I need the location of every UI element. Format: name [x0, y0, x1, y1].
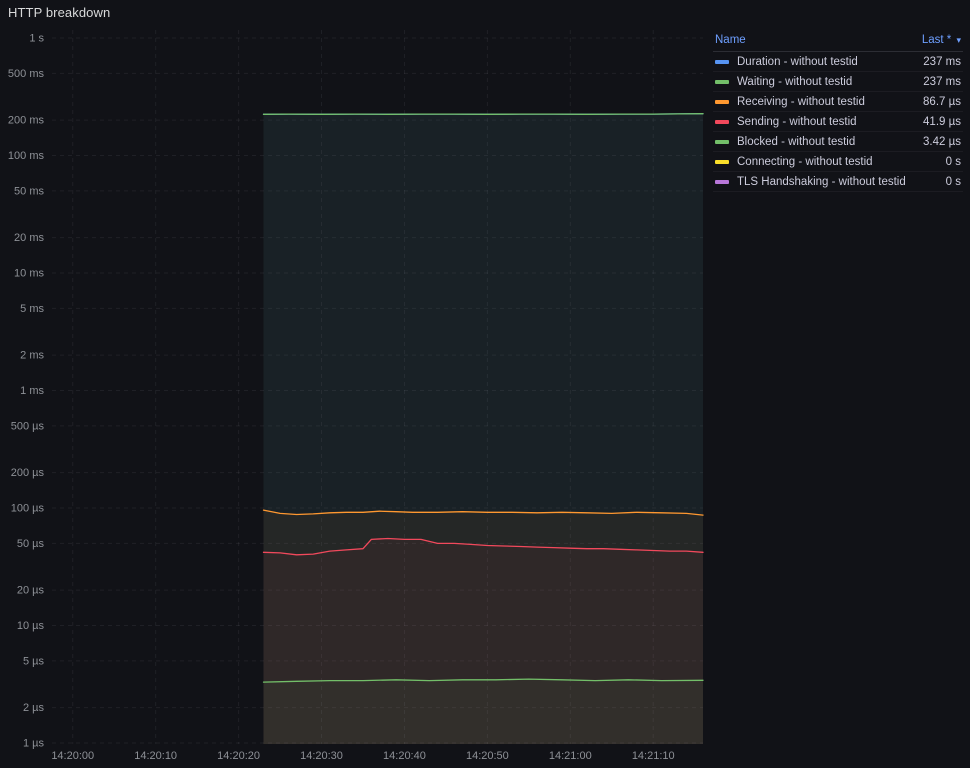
series-color-swatch	[715, 59, 729, 64]
y-axis-tick-label: 500 ms	[8, 68, 45, 80]
legend-series-toggle[interactable]: Connecting - without testid	[715, 156, 873, 168]
legend-row[interactable]: Connecting - without testid 0 s	[713, 152, 963, 172]
y-axis-tick-label: 10 ms	[14, 268, 44, 280]
legend-series-toggle[interactable]: Sending - without testid	[715, 116, 857, 128]
series-fill-area	[263, 113, 703, 744]
legend-last-value: 0 s	[945, 155, 961, 168]
y-axis-tick-label: 100 µs	[11, 503, 45, 515]
y-axis-tick-label: 2 ms	[20, 350, 44, 362]
series-fill-area	[263, 113, 703, 744]
legend-series-name[interactable]: Sending - without testid	[737, 115, 857, 128]
x-axis-tick-label: 14:20:10	[134, 750, 177, 762]
series-line	[262, 509, 704, 516]
legend-sort-by-name[interactable]: Name	[715, 34, 746, 46]
legend-last-value: 86.7 µs	[923, 95, 961, 108]
legend-sort-by-last[interactable]: Last * ▾	[922, 34, 961, 46]
x-axis-tick-label: 14:21:10	[632, 750, 675, 762]
legend-series-name[interactable]: Duration - without testid	[737, 55, 858, 68]
x-axis-tick-label: 14:20:20	[217, 750, 260, 762]
x-axis-tick-label: 14:20:50	[466, 750, 509, 762]
legend-series-name[interactable]: Blocked - without testid	[737, 135, 856, 148]
y-axis-tick-label: 10 µs	[17, 620, 45, 632]
y-axis-tick-label: 1 µs	[23, 738, 45, 750]
legend-last-value: 237 ms	[923, 75, 961, 88]
legend-header: Name Last * ▾	[713, 32, 963, 52]
legend-series-name[interactable]: Connecting - without testid	[737, 155, 873, 168]
series-color-swatch	[715, 119, 729, 124]
legend-series-name[interactable]: Receiving - without testid	[737, 95, 865, 108]
series-line	[262, 678, 704, 683]
x-axis-tick-label: 14:21:00	[549, 750, 592, 762]
series-line	[262, 537, 704, 556]
sort-caret-icon: ▾	[956, 35, 961, 45]
legend-row[interactable]: Blocked - without testid 3.42 µs	[713, 132, 963, 152]
legend-series-toggle[interactable]: TLS Handshaking - without testid	[715, 176, 906, 188]
x-axis-tick-label: 14:20:00	[51, 750, 94, 762]
legend-last-value: 237 ms	[923, 55, 961, 68]
panel-title[interactable]: HTTP breakdown	[8, 5, 111, 20]
legend-series-name[interactable]: Waiting - without testid	[737, 75, 853, 88]
legend-rows: Duration - without testid 237 ms Waiting -…	[713, 52, 963, 192]
y-axis-tick-label: 200 ms	[8, 115, 45, 127]
y-axis-tick-label: 2 µs	[23, 702, 45, 714]
legend-last-value: 41.9 µs	[923, 115, 961, 128]
y-axis-tick-label: 100 ms	[8, 150, 45, 162]
y-axis-tick-label: 1 ms	[20, 385, 44, 397]
legend-series-toggle[interactable]: Duration - without testid	[715, 56, 858, 68]
y-axis-tick-label: 200 µs	[11, 467, 45, 479]
series-color-swatch	[715, 139, 729, 144]
legend-last-value: 0 s	[945, 175, 961, 188]
y-axis-tick-label: 20 µs	[17, 585, 45, 597]
legend-series-toggle[interactable]: Waiting - without testid	[715, 76, 852, 88]
y-axis-tick-label: 50 µs	[17, 538, 45, 550]
series-color-swatch	[715, 79, 729, 84]
series-fill-area	[263, 510, 703, 744]
legend-row[interactable]: Duration - without testid 237 ms	[713, 52, 963, 72]
x-axis-tick-label: 14:20:40	[383, 750, 426, 762]
x-axis-tick-label: 14:20:30	[300, 750, 343, 762]
legend-row[interactable]: Sending - without testid 41.9 µs	[713, 112, 963, 132]
y-axis-tick-label: 20 ms	[14, 232, 44, 244]
y-axis-tick-label: 50 ms	[14, 185, 44, 197]
legend-row[interactable]: TLS Handshaking - without testid 0 s	[713, 172, 963, 192]
series-color-swatch	[715, 179, 729, 184]
legend-series-toggle[interactable]: Blocked - without testid	[715, 136, 855, 148]
y-axis-tick-label: 5 ms	[20, 303, 44, 315]
legend-last-value: 3.42 µs	[923, 135, 961, 148]
series-line	[262, 113, 704, 115]
legend-series-toggle[interactable]: Receiving - without testid	[715, 96, 865, 108]
legend-series-name[interactable]: TLS Handshaking - without testid	[737, 175, 906, 188]
legend-sort-last-label: Last *	[921, 34, 952, 46]
y-axis-tick-label: 5 µs	[23, 655, 45, 667]
series-fill-area	[263, 679, 703, 744]
legend-table: Name Last * ▾ Duration - without testid 2…	[713, 32, 963, 192]
legend-row[interactable]: Waiting - without testid 237 ms	[713, 72, 963, 92]
series-color-swatch	[715, 159, 729, 164]
y-axis-tick-label: 1 s	[29, 33, 44, 45]
legend-row[interactable]: Receiving - without testid 86.7 µs	[713, 92, 963, 112]
series-color-swatch	[715, 99, 729, 104]
series-fill-area	[263, 538, 703, 744]
y-axis-tick-label: 500 µs	[11, 420, 45, 432]
